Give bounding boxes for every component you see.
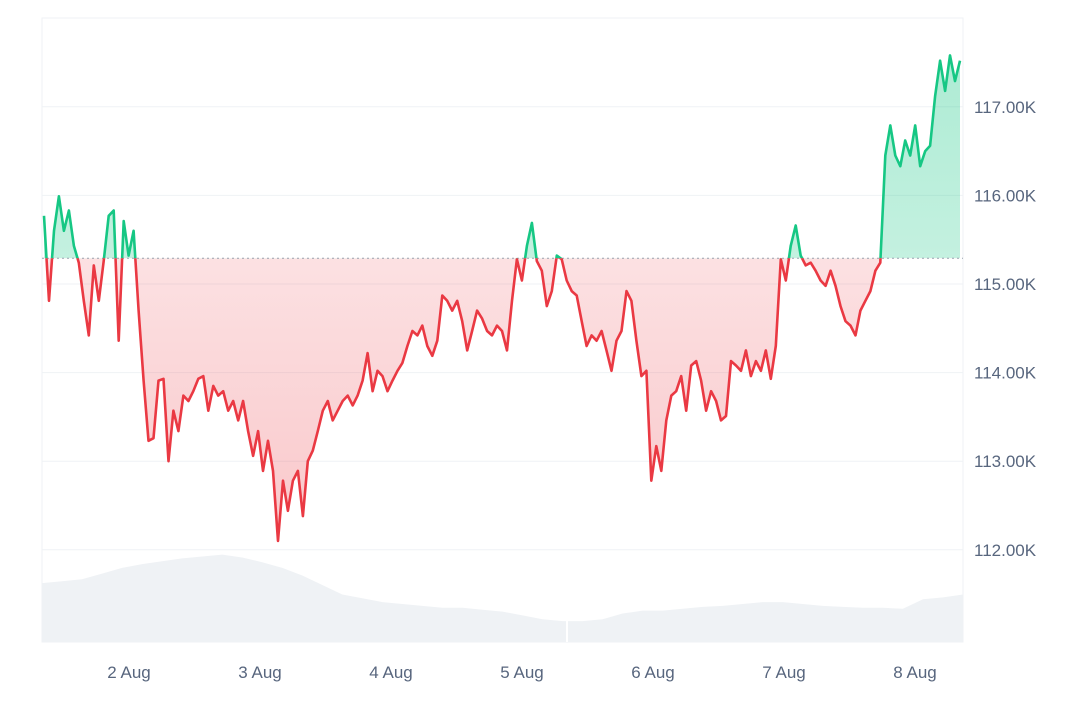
volume-area-group: [42, 554, 963, 642]
price-line-down[interactable]: [44, 55, 960, 543]
y-tick-label: 117.00K: [974, 98, 1037, 117]
volume-area: [42, 554, 963, 642]
y-axis: 117.00K 116.00K 115.00K 114.00K 113.00K 112.0…: [974, 98, 1037, 560]
x-tick-label: 6 Aug: [631, 663, 675, 682]
y-tick-label: 112.00K: [974, 541, 1037, 560]
x-tick-label: 2 Aug: [107, 663, 151, 682]
price-area-group: [44, 55, 960, 541]
y-tick-label: 113.00K: [974, 452, 1037, 471]
x-tick-label: 3 Aug: [238, 663, 282, 682]
y-tick-label: 114.00K: [974, 364, 1037, 383]
price-line-group[interactable]: [42, 54, 962, 543]
x-tick-label: 7 Aug: [762, 663, 806, 682]
y-tick-label: 116.00K: [974, 186, 1037, 205]
y-tick-label: 115.00K: [974, 275, 1037, 294]
x-tick-label: 5 Aug: [500, 663, 544, 682]
x-tick-label: 4 Aug: [369, 663, 413, 682]
x-tick-label: 8 Aug: [893, 663, 937, 682]
x-axis: 2 Aug 3 Aug 4 Aug 5 Aug 6 Aug 7 Aug 8 Aug: [107, 663, 937, 682]
price-area-down: [44, 258, 960, 541]
